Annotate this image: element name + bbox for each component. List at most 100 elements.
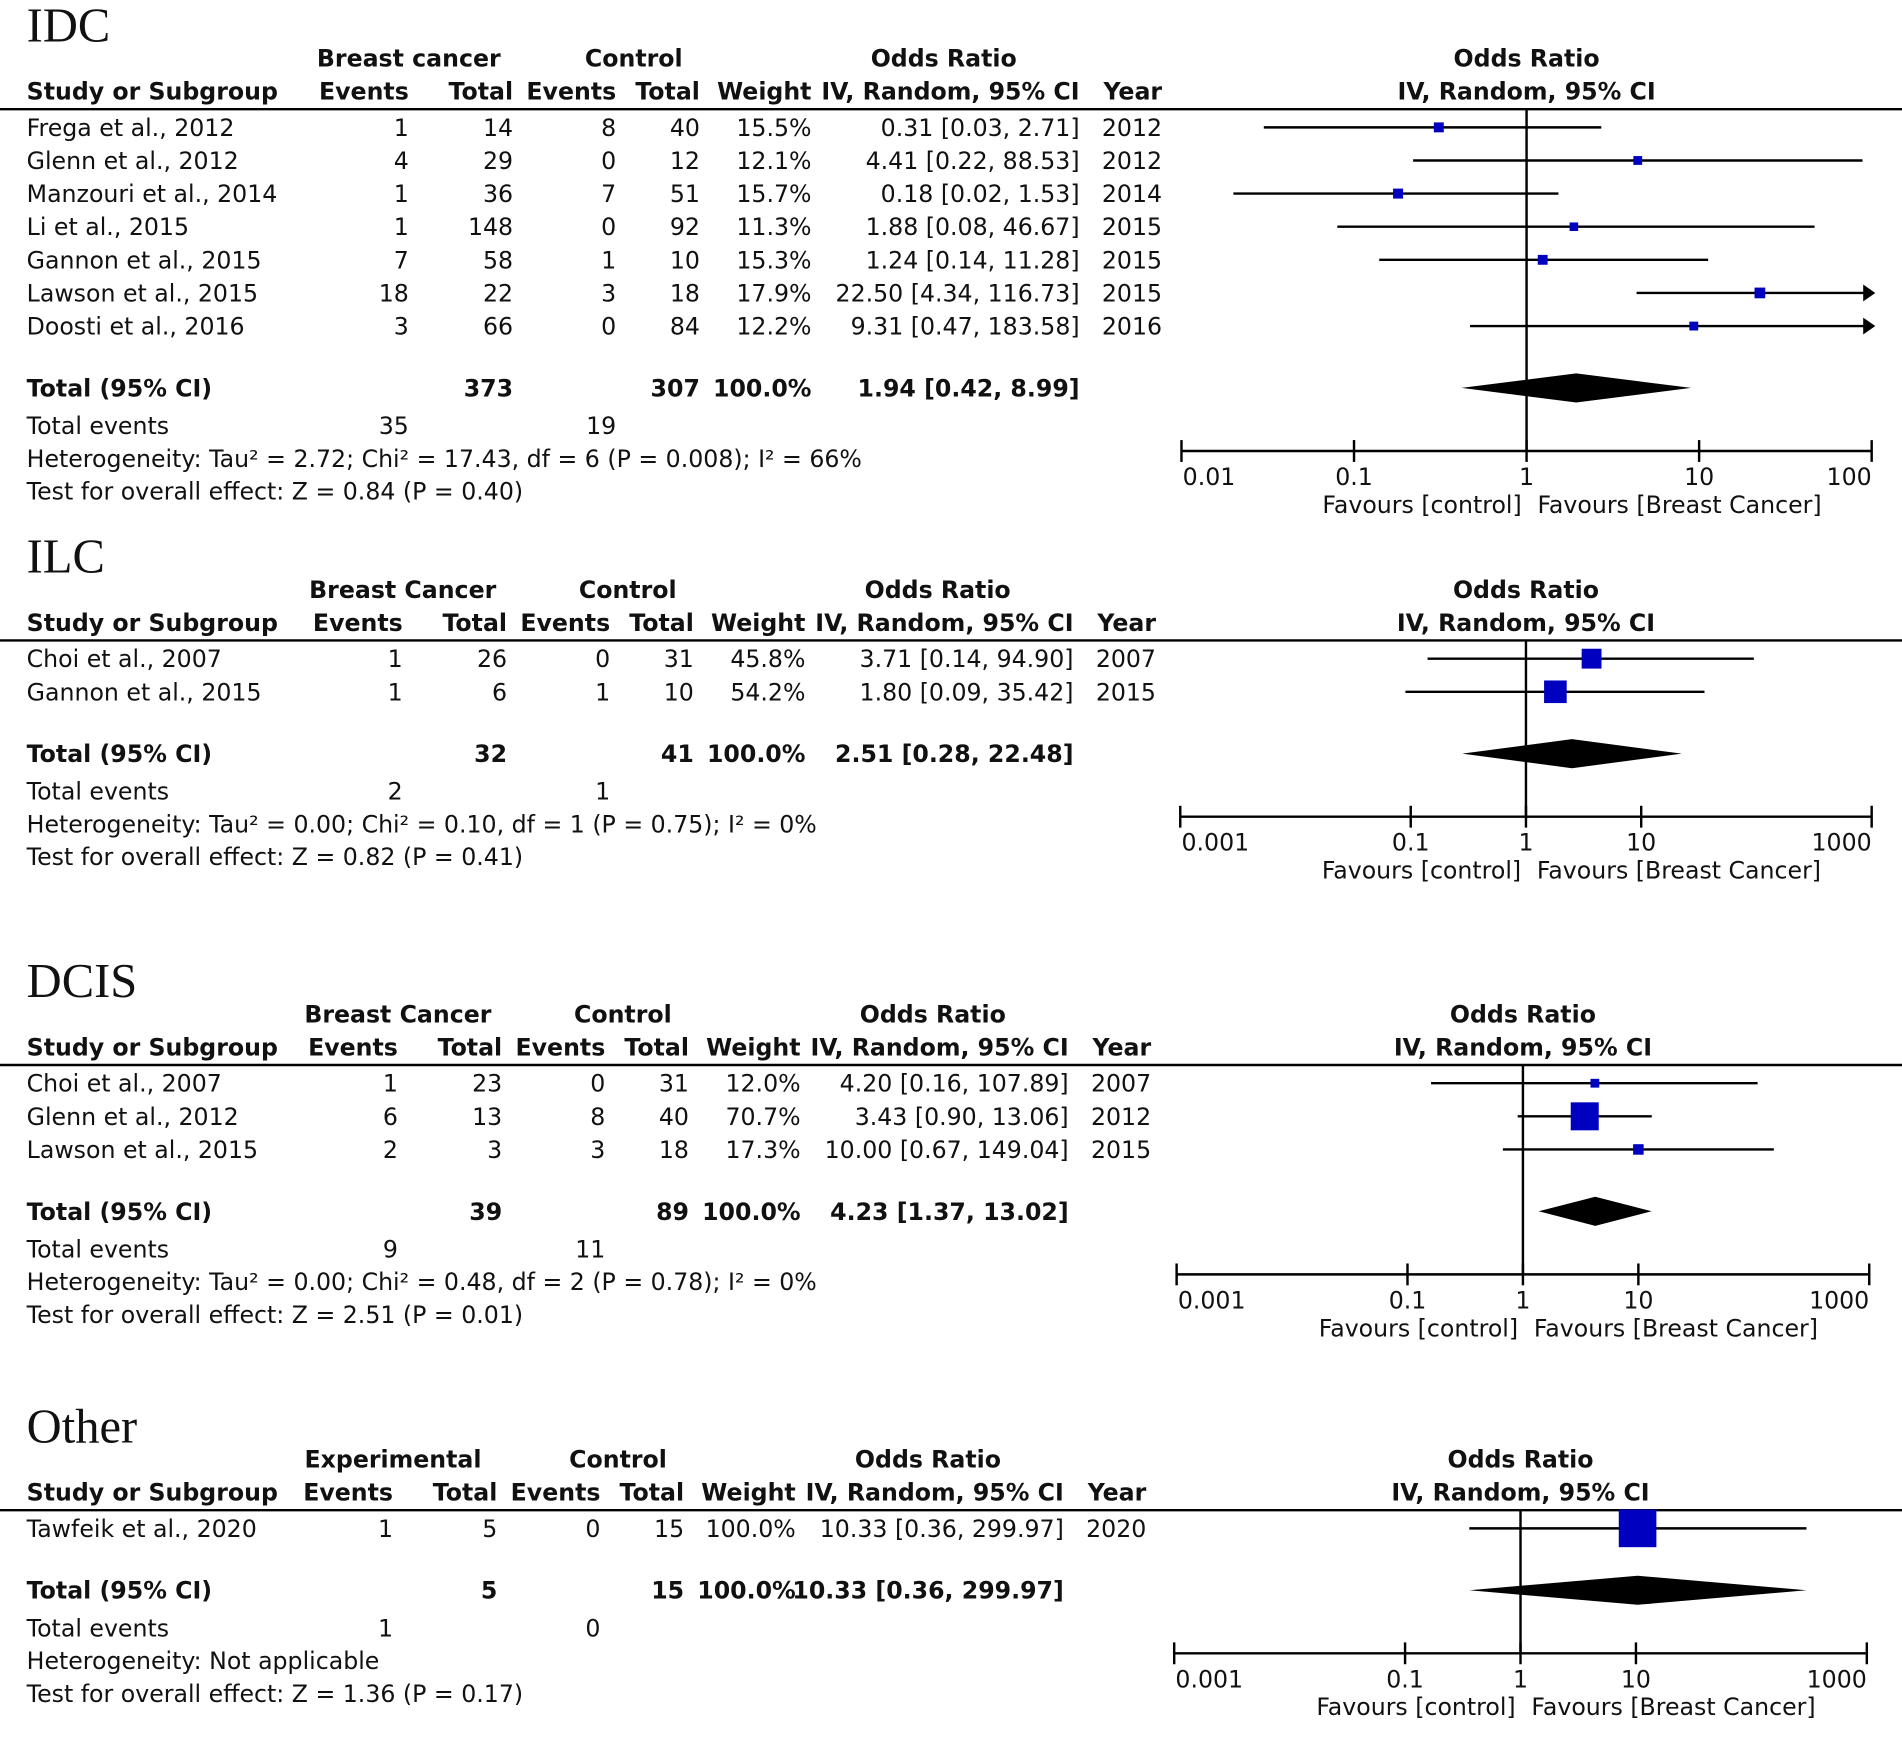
x-tick-label: 100 [1827,463,1872,491]
panel-title: IDC [27,0,111,52]
odds-ratio-header: Odds Ratio [871,45,1017,73]
events-value: 7 [394,246,409,274]
control-total-value: 12 [670,147,700,175]
weight-value: 11.3% [736,213,811,241]
odds-ratio-header: Odds Ratio [865,576,1011,604]
total-value: 5 [482,1515,497,1543]
control-events-value: 8 [590,1103,605,1131]
year-value: 2007 [1096,645,1156,673]
panel-title: Other [27,1400,137,1453]
events-value: 2 [383,1136,398,1164]
odds-ratio-header: Odds Ratio [860,1001,1006,1029]
effect-square [1570,1102,1599,1131]
control-total-sum: 307 [651,374,700,402]
total-value: 26 [477,645,507,673]
total-value: 3 [487,1136,502,1164]
control-total-value: 10 [664,678,694,706]
control-total-value: 40 [659,1103,689,1131]
control-total-value: 18 [659,1136,689,1164]
total-label: Total (95% CI) [27,374,212,402]
control-events-value: 7 [601,180,616,208]
control-events-header: Events [520,609,610,637]
total-header: Total [442,609,507,637]
control-events-header: Events [526,77,616,105]
plot-odds-ratio-header: Odds Ratio [1447,1446,1593,1474]
events-value: 1 [394,114,409,142]
control-events-value: 0 [590,1070,605,1098]
odds-ratio-value: 4.41 [0.22, 88.53] [866,147,1080,175]
control-total-sum: 15 [651,1577,684,1605]
x-tick-label: 1000 [1807,1665,1867,1693]
year-header: Year [1102,77,1162,105]
year-value: 2015 [1096,678,1156,706]
method-header: IV, Random, 95% CI [810,1033,1068,1061]
x-tick-label: 0.001 [1175,1665,1243,1693]
ci-arrow [1863,284,1876,302]
total-events-value: 2 [388,778,403,806]
total-events-value: 1 [378,1614,393,1642]
control-events-header: Events [511,1478,601,1506]
control-total-value: 51 [670,180,700,208]
odds-ratio-header: Odds Ratio [855,1446,1001,1474]
plot-odds-ratio-header: Odds Ratio [1454,45,1600,73]
total-odds-ratio: 2.51 [0.28, 22.48] [835,740,1073,768]
x-tick-label: 0.1 [1389,1286,1427,1314]
plot-method-header: IV, Random, 95% CI [1391,1478,1649,1506]
study-name: Choi et al., 2007 [27,645,222,673]
control-total-events-value: 11 [575,1235,605,1263]
odds-ratio-value: 0.18 [0.02, 1.53] [881,180,1080,208]
odds-ratio-value: 1.24 [0.14, 11.28] [866,246,1080,274]
control-events-value: 3 [590,1136,605,1164]
control-total-header: Total [620,1478,685,1506]
events-value: 4 [394,147,409,175]
effect-square [1590,1078,1600,1088]
control-header: Control [579,576,677,604]
weight-header: Weight [717,77,811,105]
x-tick-label: 1000 [1809,1286,1869,1314]
control-events-value: 8 [601,114,616,142]
events-value: 1 [394,180,409,208]
heterogeneity-text: Heterogeneity: Tau² = 0.00; Chi² = 0.48,… [27,1268,817,1296]
year-value: 2015 [1091,1136,1151,1164]
weight-header: Weight [706,1033,800,1061]
weight-value: 100.0% [706,1515,796,1543]
total-events-label: Total events [26,778,169,806]
control-total-sum: 41 [661,740,694,768]
total-value: 148 [468,213,513,241]
events-header: Events [313,609,403,637]
study-name: Lawson et al., 2015 [27,279,258,307]
weight-value: 15.5% [736,114,811,142]
year-value: 2012 [1102,114,1162,142]
weight-value: 12.1% [736,147,811,175]
group1-header: Breast Cancer [309,576,496,604]
x-tick-label: 10 [1623,1286,1653,1314]
favours-left-label: Favours [control] [1322,491,1521,519]
summary-diamond [1469,1575,1807,1605]
total-events-label: Total events [26,1614,169,1642]
total-label: Total (95% CI) [27,1577,212,1605]
x-tick-label: 10 [1621,1665,1651,1693]
x-tick-label: 0.001 [1178,1286,1246,1314]
summary-diamond [1538,1196,1652,1226]
year-value: 2015 [1102,213,1162,241]
control-events-value: 1 [595,678,610,706]
study-name: Manzouri et al., 2014 [27,180,278,208]
method-header: IV, Random, 95% CI [815,609,1073,637]
weight-value: 70.7% [725,1103,800,1131]
year-value: 2015 [1102,246,1162,274]
weight-header: Weight [701,1478,795,1506]
plot-odds-ratio-header: Odds Ratio [1453,576,1599,604]
events-value: 1 [394,213,409,241]
control-total-events-value: 0 [585,1614,600,1642]
x-tick-label: 1000 [1812,829,1872,857]
total-events-value: 9 [383,1235,398,1263]
effect-square [1754,287,1766,299]
x-tick-label: 0.1 [1335,463,1373,491]
effect-square [1618,1509,1657,1548]
plot-method-header: IV, Random, 95% CI [1394,1033,1652,1061]
heterogeneity-text: Heterogeneity: Tau² = 2.72; Chi² = 17.43… [27,445,862,473]
total-sum: 373 [464,374,513,402]
year-header: Year [1096,609,1156,637]
events-value: 1 [388,678,403,706]
